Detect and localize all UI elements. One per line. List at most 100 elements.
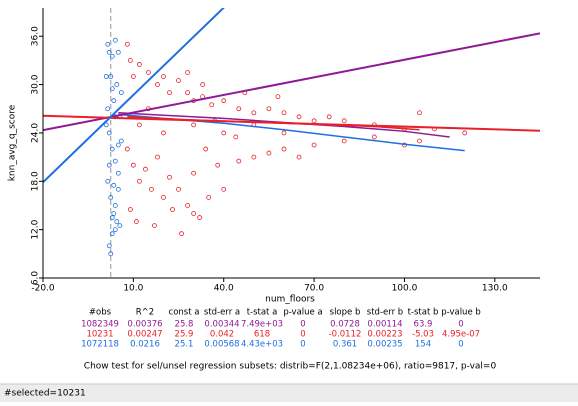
table-header: std-err b — [367, 308, 403, 318]
point — [127, 57, 133, 63]
y-tick-label: 30.0 — [31, 74, 41, 94]
point — [155, 154, 160, 160]
point — [118, 90, 124, 96]
point — [296, 114, 302, 120]
point — [103, 122, 109, 128]
y-axis-label: knn_avg_q_score — [8, 104, 18, 181]
point — [136, 62, 142, 67]
point — [221, 130, 227, 136]
x-tick-label: 10.0 — [123, 284, 143, 294]
x-axis-label: num_floors — [265, 295, 315, 305]
point — [106, 49, 112, 55]
point — [109, 86, 115, 91]
x-tick-label: 70.0 — [304, 284, 324, 294]
table-cell: 0.0728 — [330, 320, 360, 330]
point — [108, 74, 114, 79]
regression-line — [43, 114, 540, 132]
point — [281, 130, 287, 136]
table-cell: 4.43e+03 — [241, 340, 283, 350]
point — [281, 110, 287, 116]
point — [127, 207, 133, 212]
point — [109, 215, 115, 220]
point — [111, 98, 117, 104]
table-header: const a — [169, 308, 200, 318]
table-cell: 7.49e+03 — [241, 320, 283, 330]
status-bar — [0, 384, 578, 402]
point — [106, 162, 112, 168]
point — [326, 114, 332, 120]
point — [417, 110, 422, 116]
point — [133, 219, 139, 224]
point — [215, 162, 221, 168]
table-cell: 0.00376 — [127, 320, 162, 330]
point — [167, 90, 172, 96]
point — [191, 170, 197, 176]
y-tick-label: 12.0 — [31, 219, 41, 239]
point — [114, 82, 120, 87]
table-cell: 0.361 — [333, 340, 357, 350]
point — [462, 130, 468, 136]
point — [311, 118, 317, 124]
point — [109, 231, 115, 237]
table-cell: 0 — [300, 330, 305, 340]
point — [118, 138, 124, 144]
table-header: #obs — [89, 308, 112, 318]
point — [103, 74, 109, 79]
point — [108, 251, 114, 257]
point — [152, 223, 157, 229]
point — [112, 158, 118, 164]
point — [185, 70, 190, 75]
point — [111, 211, 117, 216]
point — [146, 70, 151, 75]
table-cell: 0.00223 — [367, 330, 402, 340]
table-header: p-value a — [283, 308, 322, 318]
table-cell: 25.1 — [175, 340, 194, 350]
table-cell: 154 — [415, 340, 431, 350]
point — [115, 142, 121, 148]
point — [209, 102, 215, 108]
point — [206, 195, 212, 200]
point — [266, 150, 272, 156]
table-cell: 0 — [300, 320, 305, 330]
point — [185, 90, 190, 96]
point — [109, 146, 115, 152]
point — [341, 138, 347, 144]
point — [109, 53, 115, 59]
point — [281, 146, 287, 152]
status-text: #selected=10231 — [4, 389, 86, 399]
point — [136, 122, 142, 128]
point — [179, 231, 184, 237]
table-cell: 0.0216 — [130, 340, 160, 350]
table-header: p-value b — [441, 308, 481, 318]
point — [143, 166, 148, 172]
point — [191, 122, 197, 128]
point — [112, 227, 118, 233]
point — [112, 203, 118, 208]
table-cell: 1072118 — [81, 340, 119, 350]
regression-table: #obs R^2 const a std-err a t-stat a p-value a… — [81, 308, 481, 350]
point — [185, 203, 190, 208]
point — [115, 170, 121, 176]
table-header: std-err a — [204, 308, 240, 318]
table-cell: 10231 — [86, 330, 113, 340]
table-header: t-stat a — [247, 308, 278, 318]
chow-test: Chow test for sel/unsel regression subse… — [84, 362, 497, 372]
point — [161, 74, 166, 79]
x-tick-label: 100.0 — [392, 284, 418, 294]
y-tick-label: 18.0 — [31, 171, 41, 191]
point — [266, 106, 272, 112]
point — [136, 178, 142, 184]
table-header: R^2 — [136, 308, 154, 318]
point — [203, 146, 209, 152]
table-cell: -5.03 — [412, 330, 434, 340]
table-cell: 0.042 — [210, 330, 234, 340]
x-tick-label: -20.0 — [31, 284, 55, 294]
table-cell: 25.8 — [175, 320, 194, 330]
table-cell: 0.00114 — [367, 320, 402, 330]
point — [124, 41, 130, 47]
point — [417, 138, 422, 144]
point — [105, 41, 111, 47]
point — [236, 158, 242, 164]
